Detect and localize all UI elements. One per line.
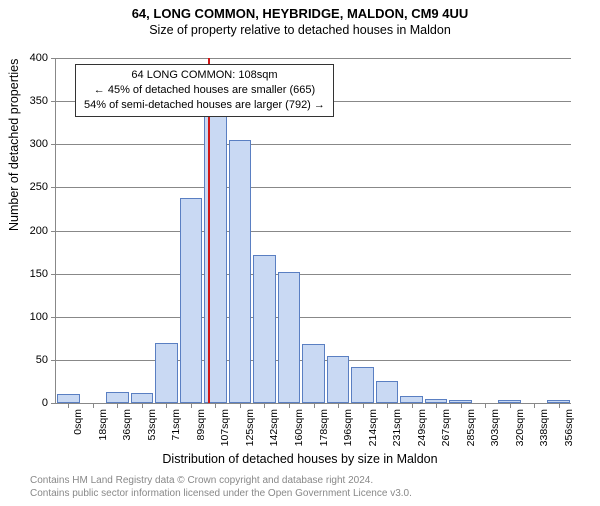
xtick-label: 267sqm — [440, 409, 452, 446]
xtick-mark — [412, 403, 413, 408]
xtick-mark — [387, 403, 388, 408]
gridline — [56, 58, 571, 59]
xtick-mark — [338, 403, 339, 408]
gridline — [56, 274, 571, 275]
xtick-mark — [240, 403, 241, 408]
x-axis-label: Distribution of detached houses by size … — [0, 452, 600, 466]
footer-line-2: Contains public sector information licen… — [30, 488, 412, 501]
xtick-mark — [559, 403, 560, 408]
xtick-label: 142sqm — [268, 409, 280, 446]
xtick-label: 231sqm — [391, 409, 403, 446]
xtick-mark — [363, 403, 364, 408]
xtick-label: 125sqm — [244, 409, 256, 446]
ytick-mark — [51, 58, 56, 59]
histogram-bar — [400, 396, 423, 403]
annotation-box: 64 LONG COMMON: 108sqm ← 45% of detached… — [75, 64, 334, 117]
ytick-mark — [51, 274, 56, 275]
gridline — [56, 231, 571, 232]
xtick-label: 53sqm — [146, 409, 158, 441]
xtick-mark — [68, 403, 69, 408]
xtick-label: 285sqm — [465, 409, 477, 446]
xtick-mark — [461, 403, 462, 408]
xtick-label: 303sqm — [489, 409, 501, 446]
gridline — [56, 317, 571, 318]
annotation-line-3: 54% of semi-detached houses are larger (… — [84, 98, 325, 113]
ytick-mark — [51, 403, 56, 404]
y-axis-label: Number of detached properties — [7, 59, 21, 231]
annotation-line-1: 64 LONG COMMON: 108sqm — [84, 68, 325, 83]
histogram-bar — [131, 393, 154, 403]
ytick-mark — [51, 231, 56, 232]
histogram-bar — [351, 367, 374, 403]
ytick-mark — [51, 187, 56, 188]
gridline — [56, 144, 571, 145]
xtick-mark — [314, 403, 315, 408]
xtick-mark — [166, 403, 167, 408]
histogram-bar — [57, 394, 80, 403]
xtick-mark — [510, 403, 511, 408]
footer-line-1: Contains HM Land Registry data © Crown c… — [30, 475, 412, 488]
attribution-footer: Contains HM Land Registry data © Crown c… — [30, 475, 412, 500]
xtick-mark — [142, 403, 143, 408]
xtick-label: 89sqm — [195, 409, 207, 441]
ytick-label: 350 — [30, 95, 48, 107]
chart-title: 64, LONG COMMON, HEYBRIDGE, MALDON, CM9 … — [0, 6, 600, 21]
ytick-mark — [51, 101, 56, 102]
xtick-mark — [93, 403, 94, 408]
ytick-label: 200 — [30, 225, 48, 237]
xtick-label: 71sqm — [170, 409, 182, 441]
histogram-bar — [302, 344, 325, 403]
xtick-mark — [485, 403, 486, 408]
xtick-label: 214sqm — [367, 409, 379, 446]
xtick-mark — [264, 403, 265, 408]
xtick-mark — [289, 403, 290, 408]
histogram-bar — [229, 140, 252, 403]
xtick-label: 0sqm — [72, 409, 84, 435]
xtick-label: 249sqm — [416, 409, 428, 446]
histogram-bar — [155, 343, 178, 403]
annotation-line-2: ← 45% of detached houses are smaller (66… — [84, 83, 325, 98]
ytick-label: 250 — [30, 181, 48, 193]
xtick-mark — [436, 403, 437, 408]
xtick-mark — [534, 403, 535, 408]
xtick-mark — [191, 403, 192, 408]
xtick-label: 107sqm — [219, 409, 231, 446]
xtick-label: 178sqm — [318, 409, 330, 446]
xtick-label: 338sqm — [538, 409, 550, 446]
histogram-bar — [327, 356, 350, 403]
ytick-mark — [51, 317, 56, 318]
ytick-label: 300 — [30, 138, 48, 150]
histogram-bar — [278, 272, 301, 403]
gridline — [56, 187, 571, 188]
histogram-bar — [180, 198, 203, 403]
ytick-label: 100 — [30, 311, 48, 323]
ytick-label: 50 — [36, 354, 48, 366]
chart-subtitle: Size of property relative to detached ho… — [0, 23, 600, 37]
xtick-mark — [215, 403, 216, 408]
ytick-label: 400 — [30, 52, 48, 64]
xtick-label: 36sqm — [121, 409, 133, 441]
histogram-bar — [253, 255, 276, 403]
xtick-label: 196sqm — [342, 409, 354, 446]
xtick-label: 320sqm — [514, 409, 526, 446]
xtick-label: 18sqm — [97, 409, 109, 441]
ytick-mark — [51, 144, 56, 145]
xtick-label: 160sqm — [293, 409, 305, 446]
histogram-bar — [376, 381, 399, 403]
xtick-label: 356sqm — [563, 409, 575, 446]
chart-area: 0501001502002503003504000sqm18sqm36sqm53… — [55, 58, 570, 403]
ytick-mark — [51, 360, 56, 361]
ytick-label: 150 — [30, 268, 48, 280]
ytick-label: 0 — [42, 397, 48, 409]
histogram-bar — [106, 392, 129, 403]
xtick-mark — [117, 403, 118, 408]
